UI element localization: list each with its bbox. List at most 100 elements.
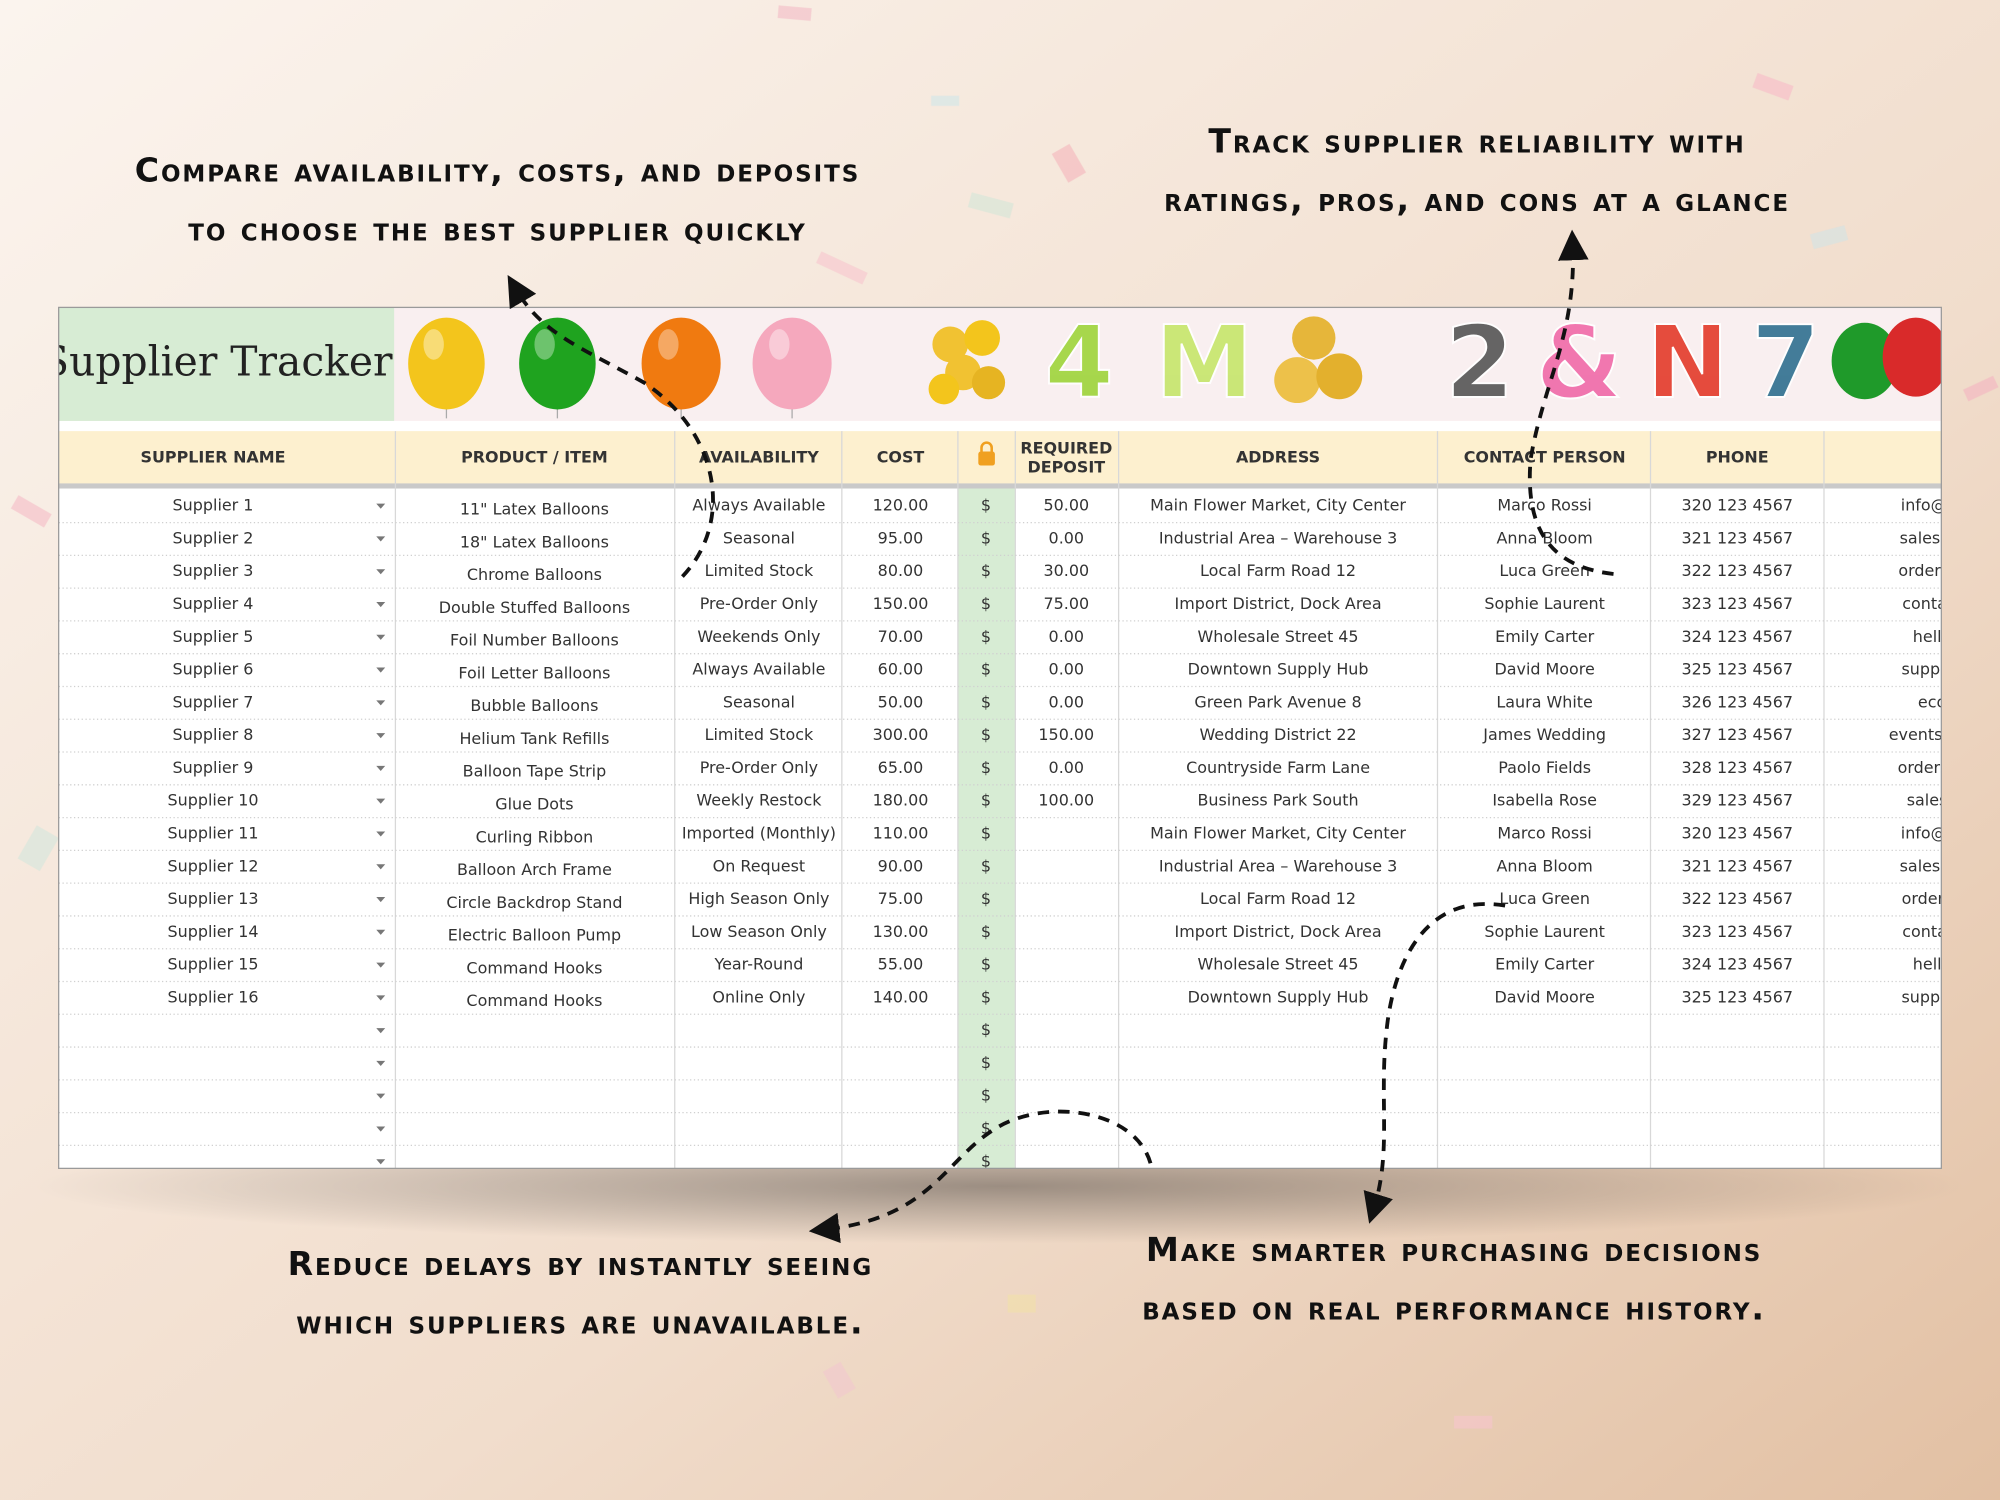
cell-deposit: 0.00	[1049, 660, 1084, 679]
cell-availability: Online Only	[712, 987, 805, 1006]
cell-cost: 75.00	[878, 889, 924, 908]
cell-availability: Seasonal	[723, 528, 795, 547]
cell-product: Circle Backdrop Stand	[446, 893, 622, 912]
cell-name: Supplier 3	[173, 561, 254, 580]
lock-icon	[978, 441, 995, 466]
cell-email: sales@blo	[1900, 528, 1981, 547]
currency-symbol: $	[981, 922, 991, 941]
currency-symbol: $	[981, 823, 991, 842]
currency-symbol: $	[981, 725, 991, 744]
annotation: Track supplier reliability with	[1208, 121, 1745, 160]
cell-phone: 322 123 4567	[1681, 561, 1793, 580]
cell-contact: Anna Bloom	[1496, 528, 1592, 547]
cell-product: Bubble Balloons	[470, 696, 598, 715]
cell-cost: 180.00	[873, 791, 929, 810]
currency-symbol: $	[981, 955, 991, 974]
header-rule	[58, 483, 1942, 489]
cell-address: Local Farm Road 12	[1200, 889, 1356, 908]
cell-availability: Pre-Order Only	[700, 594, 818, 613]
cell-availability: On Request	[713, 856, 805, 875]
cell-email: orders@se	[1898, 758, 1983, 777]
currency-symbol: $	[981, 1086, 991, 1105]
arrow	[507, 275, 715, 578]
dropdown-arrow	[376, 765, 386, 771]
balloons	[408, 316, 1942, 419]
cell-cost: 90.00	[878, 856, 924, 875]
cell-deposit: 0.00	[1049, 528, 1084, 547]
confetti	[10, 5, 1999, 1429]
cell-phone: 324 123 4567	[1681, 627, 1793, 646]
cell-name: Supplier 7	[173, 692, 254, 711]
cell-cost: 55.00	[878, 955, 924, 974]
currency-symbol: $	[981, 692, 991, 711]
currency-symbol: $	[981, 791, 991, 810]
currency-symbol: $	[981, 1053, 991, 1072]
cell-email: orders@g	[1902, 889, 1979, 908]
cell-name: Supplier 16	[168, 987, 259, 1006]
currency-column	[957, 484, 1016, 1169]
cell-address: Import District, Dock Area	[1175, 922, 1382, 941]
dropdown-arrow	[376, 569, 386, 575]
cell-phone: 327 123 4567	[1681, 725, 1793, 744]
currency-symbol: $	[981, 1020, 991, 1039]
cell-name: Supplier 5	[173, 627, 254, 646]
annotation: based on real performance history.	[1142, 1288, 1766, 1327]
balloon-letter: 7	[1751, 306, 1820, 421]
dropdown-arrow	[376, 1093, 386, 1099]
column-header: AVAILABILITY	[699, 447, 819, 466]
cell-product: 18" Latex Balloons	[460, 532, 609, 551]
cell-phone: 323 123 4567	[1681, 594, 1793, 613]
cell-availability: Year-Round	[713, 955, 803, 974]
cell-product: Curling Ribbon	[476, 827, 594, 846]
cell-address: Import District, Dock Area	[1175, 594, 1382, 613]
cell-contact: Marco Rossi	[1497, 823, 1591, 842]
currency-symbol: $	[981, 758, 991, 777]
cell-phone: 328 123 4567	[1681, 758, 1793, 777]
sheet-title: Supplier Tracker	[41, 337, 393, 385]
annotation: Compare availability, costs, and deposit…	[135, 151, 860, 190]
cell-address: Business Park South	[1197, 791, 1358, 810]
cell-availability: Always Available	[692, 496, 825, 515]
cell-contact: Sophie Laurent	[1484, 594, 1605, 613]
annotation: Reduce delays by instantly seeing	[288, 1244, 874, 1283]
title-cell	[58, 307, 395, 421]
cell-email: info@loca	[1901, 823, 1980, 842]
column-header: PRODUCT / ITEM	[461, 447, 608, 466]
cell-cost: 150.00	[873, 594, 929, 613]
cell-contact: Emily Carter	[1495, 627, 1594, 646]
cell-address: Downtown Supply Hub	[1188, 660, 1369, 679]
cell-address: Wholesale Street 45	[1198, 627, 1359, 646]
cell-deposit: 0.00	[1049, 692, 1084, 711]
cell-availability: High Season Only	[688, 889, 829, 908]
cell-phone: 320 123 4567	[1681, 496, 1793, 515]
cell-deposit: 30.00	[1044, 561, 1090, 580]
cell-phone: 323 123 4567	[1681, 922, 1793, 941]
cell-name: Supplier 2	[173, 528, 254, 547]
dropdown-arrow	[376, 798, 386, 804]
cell-phone: 326 123 4567	[1681, 692, 1793, 711]
cell-contact: Laura White	[1496, 692, 1592, 711]
cell-email: support@	[1901, 987, 1978, 1006]
annotation: Make smarter purchasing decisions	[1146, 1230, 1762, 1269]
dropdown-arrow	[376, 897, 386, 903]
cell-availability: Pre-Order Only	[700, 758, 818, 777]
column-header: ADDRESS	[1236, 447, 1320, 466]
balloon-letter: N	[1646, 306, 1729, 421]
spreadsheet: Supplier Tracker 4 M 2 & N 7 SUPPLIER NAME PRO…	[41, 306, 1983, 1169]
balloon-letter: 4	[1044, 306, 1113, 421]
cell-name: Supplier 15	[168, 955, 259, 974]
annotations: Compare availability, costs, and deposit…	[135, 121, 1788, 1341]
cell-contact: Emily Carter	[1495, 955, 1594, 974]
cell-name: Supplier 12	[168, 856, 259, 875]
balloon-letter: &	[1536, 306, 1623, 421]
cell-phone: 321 123 4567	[1681, 856, 1793, 875]
cell-name: Supplier 9	[173, 758, 254, 777]
cell-contact: Isabella Rose	[1492, 791, 1597, 810]
dropdown-arrow	[376, 1028, 386, 1034]
cell-product: Foil Number Balloons	[450, 631, 619, 650]
cell-deposit: 50.00	[1044, 496, 1090, 515]
cell-deposit: 0.00	[1049, 627, 1084, 646]
cell-email: contact@	[1902, 922, 1978, 941]
header-row	[58, 431, 1942, 485]
